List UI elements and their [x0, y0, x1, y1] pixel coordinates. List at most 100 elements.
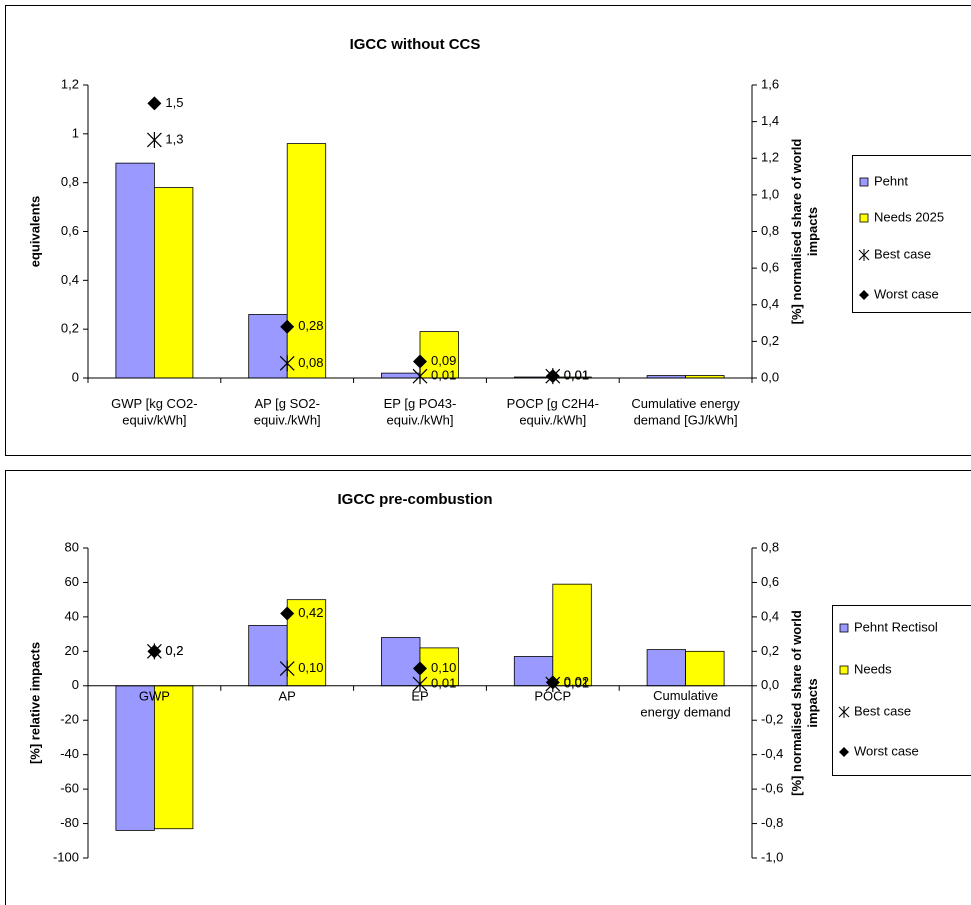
x-tick-label: EP	[411, 688, 428, 703]
x-tick-label: EP [g PO43-equiv./kWh]	[384, 396, 457, 427]
legend-swatch	[839, 623, 849, 633]
y-tick-label: 40	[65, 608, 79, 623]
legend-label: Best case	[854, 703, 911, 718]
legend-swatch	[859, 177, 869, 187]
y-tick-label: 60	[65, 574, 79, 589]
y-tick-label: 0,8	[61, 174, 79, 189]
bar	[646, 649, 687, 687]
legend-swatch	[838, 706, 850, 718]
y-tick-label: -60	[60, 781, 79, 796]
bar	[153, 187, 194, 379]
value-label: 0,02	[564, 674, 589, 689]
worst-case-marker	[413, 661, 427, 676]
value-label: 0,10	[298, 660, 323, 675]
value-label: 1,5	[165, 95, 183, 110]
y2-tick-label: 0,6	[761, 574, 779, 589]
y2-tick-label: 1,0	[761, 186, 779, 201]
legend-label: Worst case	[854, 743, 919, 758]
legend-box	[852, 155, 971, 313]
y2-tick-label: 0,0	[761, 369, 779, 384]
value-label: 1,3	[165, 131, 183, 146]
y2-tick-label: -0,6	[761, 781, 783, 796]
y-tick-label: -40	[60, 746, 79, 761]
value-label: 0,01	[564, 368, 589, 383]
legend-label: Pehnt	[874, 173, 908, 188]
bar	[286, 143, 327, 379]
y2-tick-label: -0,4	[761, 746, 783, 761]
y2-axis-label: [%] normalised share of worldimpacts	[789, 610, 820, 796]
bar	[248, 625, 288, 687]
y-tick-label: 1,2	[61, 76, 79, 91]
y2-tick-label: -0,8	[761, 815, 783, 830]
x-tick-label: Cumulative energy demand	[640, 688, 730, 719]
best-case-marker	[279, 355, 295, 372]
y2-tick-label: 0,4	[761, 296, 779, 311]
legend-label: Needs	[854, 661, 892, 676]
worst-case-marker	[147, 644, 162, 659]
best-case-marker	[412, 676, 428, 693]
best-case-marker	[412, 368, 428, 385]
y-tick-label: 1	[72, 125, 79, 140]
value-label: 0,01	[564, 368, 589, 383]
worst-case-marker	[545, 369, 560, 384]
y2-tick-label: 1,4	[761, 113, 779, 128]
y2-tick-label: 0,8	[761, 223, 779, 238]
y-tick-label: 20	[65, 643, 79, 658]
y2-tick-label: 0,2	[761, 333, 779, 348]
y2-tick-label: 0,6	[761, 260, 779, 275]
legend-swatch	[859, 290, 869, 300]
y2-tick-label: 0,8	[761, 539, 779, 554]
legend-label: Pehnt Rectisol	[854, 619, 938, 634]
value-label: 0,28	[298, 318, 323, 333]
y-axis-label: [%] relative impacts	[27, 642, 42, 764]
y-tick-label: 0,2	[61, 321, 79, 336]
legend-swatch	[859, 213, 869, 223]
worst-case-marker	[280, 606, 295, 621]
best-case-marker	[279, 660, 295, 677]
y2-tick-label: 0,0	[761, 677, 779, 692]
bar	[115, 162, 155, 379]
bar	[115, 685, 155, 831]
bar	[248, 314, 288, 379]
x-tick-label: GWP	[139, 688, 170, 703]
x-tick-label: POCP	[534, 688, 571, 703]
y-tick-label: -20	[60, 712, 79, 727]
bar	[552, 583, 592, 687]
value-label: 0,09	[431, 353, 456, 368]
legend-swatch	[839, 747, 849, 757]
y2-tick-label: 0,4	[761, 608, 779, 623]
value-label: 0,10	[431, 660, 456, 675]
y-tick-label: -100	[53, 849, 79, 864]
bar	[381, 372, 421, 379]
bar	[685, 650, 725, 687]
y2-axis-label: [%] normalised share of worldimpacts	[789, 139, 820, 325]
worst-case-marker	[147, 96, 162, 111]
y2-tick-label: 0,2	[761, 643, 779, 658]
value-label: 0,01	[564, 675, 589, 690]
y-tick-label: 0	[72, 677, 79, 692]
bar	[153, 685, 194, 830]
value-label: 0,42	[298, 605, 323, 620]
x-tick-label: AP	[279, 688, 296, 703]
x-tick-label: Cumulative energy demand [GJ/kWh]	[631, 396, 740, 427]
worst-case-marker	[413, 354, 427, 369]
x-tick-label: GWP [kg CO2-equiv/kWh]	[111, 396, 197, 427]
y-tick-label: 0,4	[61, 272, 79, 287]
chart: IGCC without CCS equivalents [%] normalise…	[27, 36, 971, 428]
y-tick-label: -80	[60, 815, 79, 830]
worst-case-marker	[280, 319, 295, 334]
legend-label: Needs 2025	[874, 209, 944, 224]
legend-label: Best case	[874, 246, 931, 261]
legend-swatch	[839, 665, 849, 675]
chart-title: IGCC pre-combustion	[337, 491, 492, 508]
y2-tick-label: -0,2	[761, 712, 783, 727]
value-label: 0,08	[298, 355, 323, 370]
legend-swatch	[858, 249, 870, 261]
y-tick-label: 80	[65, 539, 79, 554]
legend-box	[832, 605, 971, 776]
legend-label: Worst case	[874, 286, 939, 301]
y2-tick-label: 1,6	[761, 76, 779, 91]
y-tick-label: 0	[72, 369, 79, 384]
y2-tick-label: 1,2	[761, 150, 779, 165]
